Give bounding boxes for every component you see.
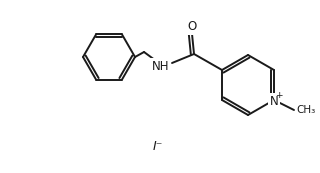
Text: NH: NH (151, 60, 169, 73)
Text: I⁻: I⁻ (153, 139, 163, 153)
Text: +: + (275, 90, 283, 99)
Text: N: N (270, 95, 278, 108)
Text: O: O (188, 20, 197, 33)
Text: CH₃: CH₃ (296, 105, 315, 115)
